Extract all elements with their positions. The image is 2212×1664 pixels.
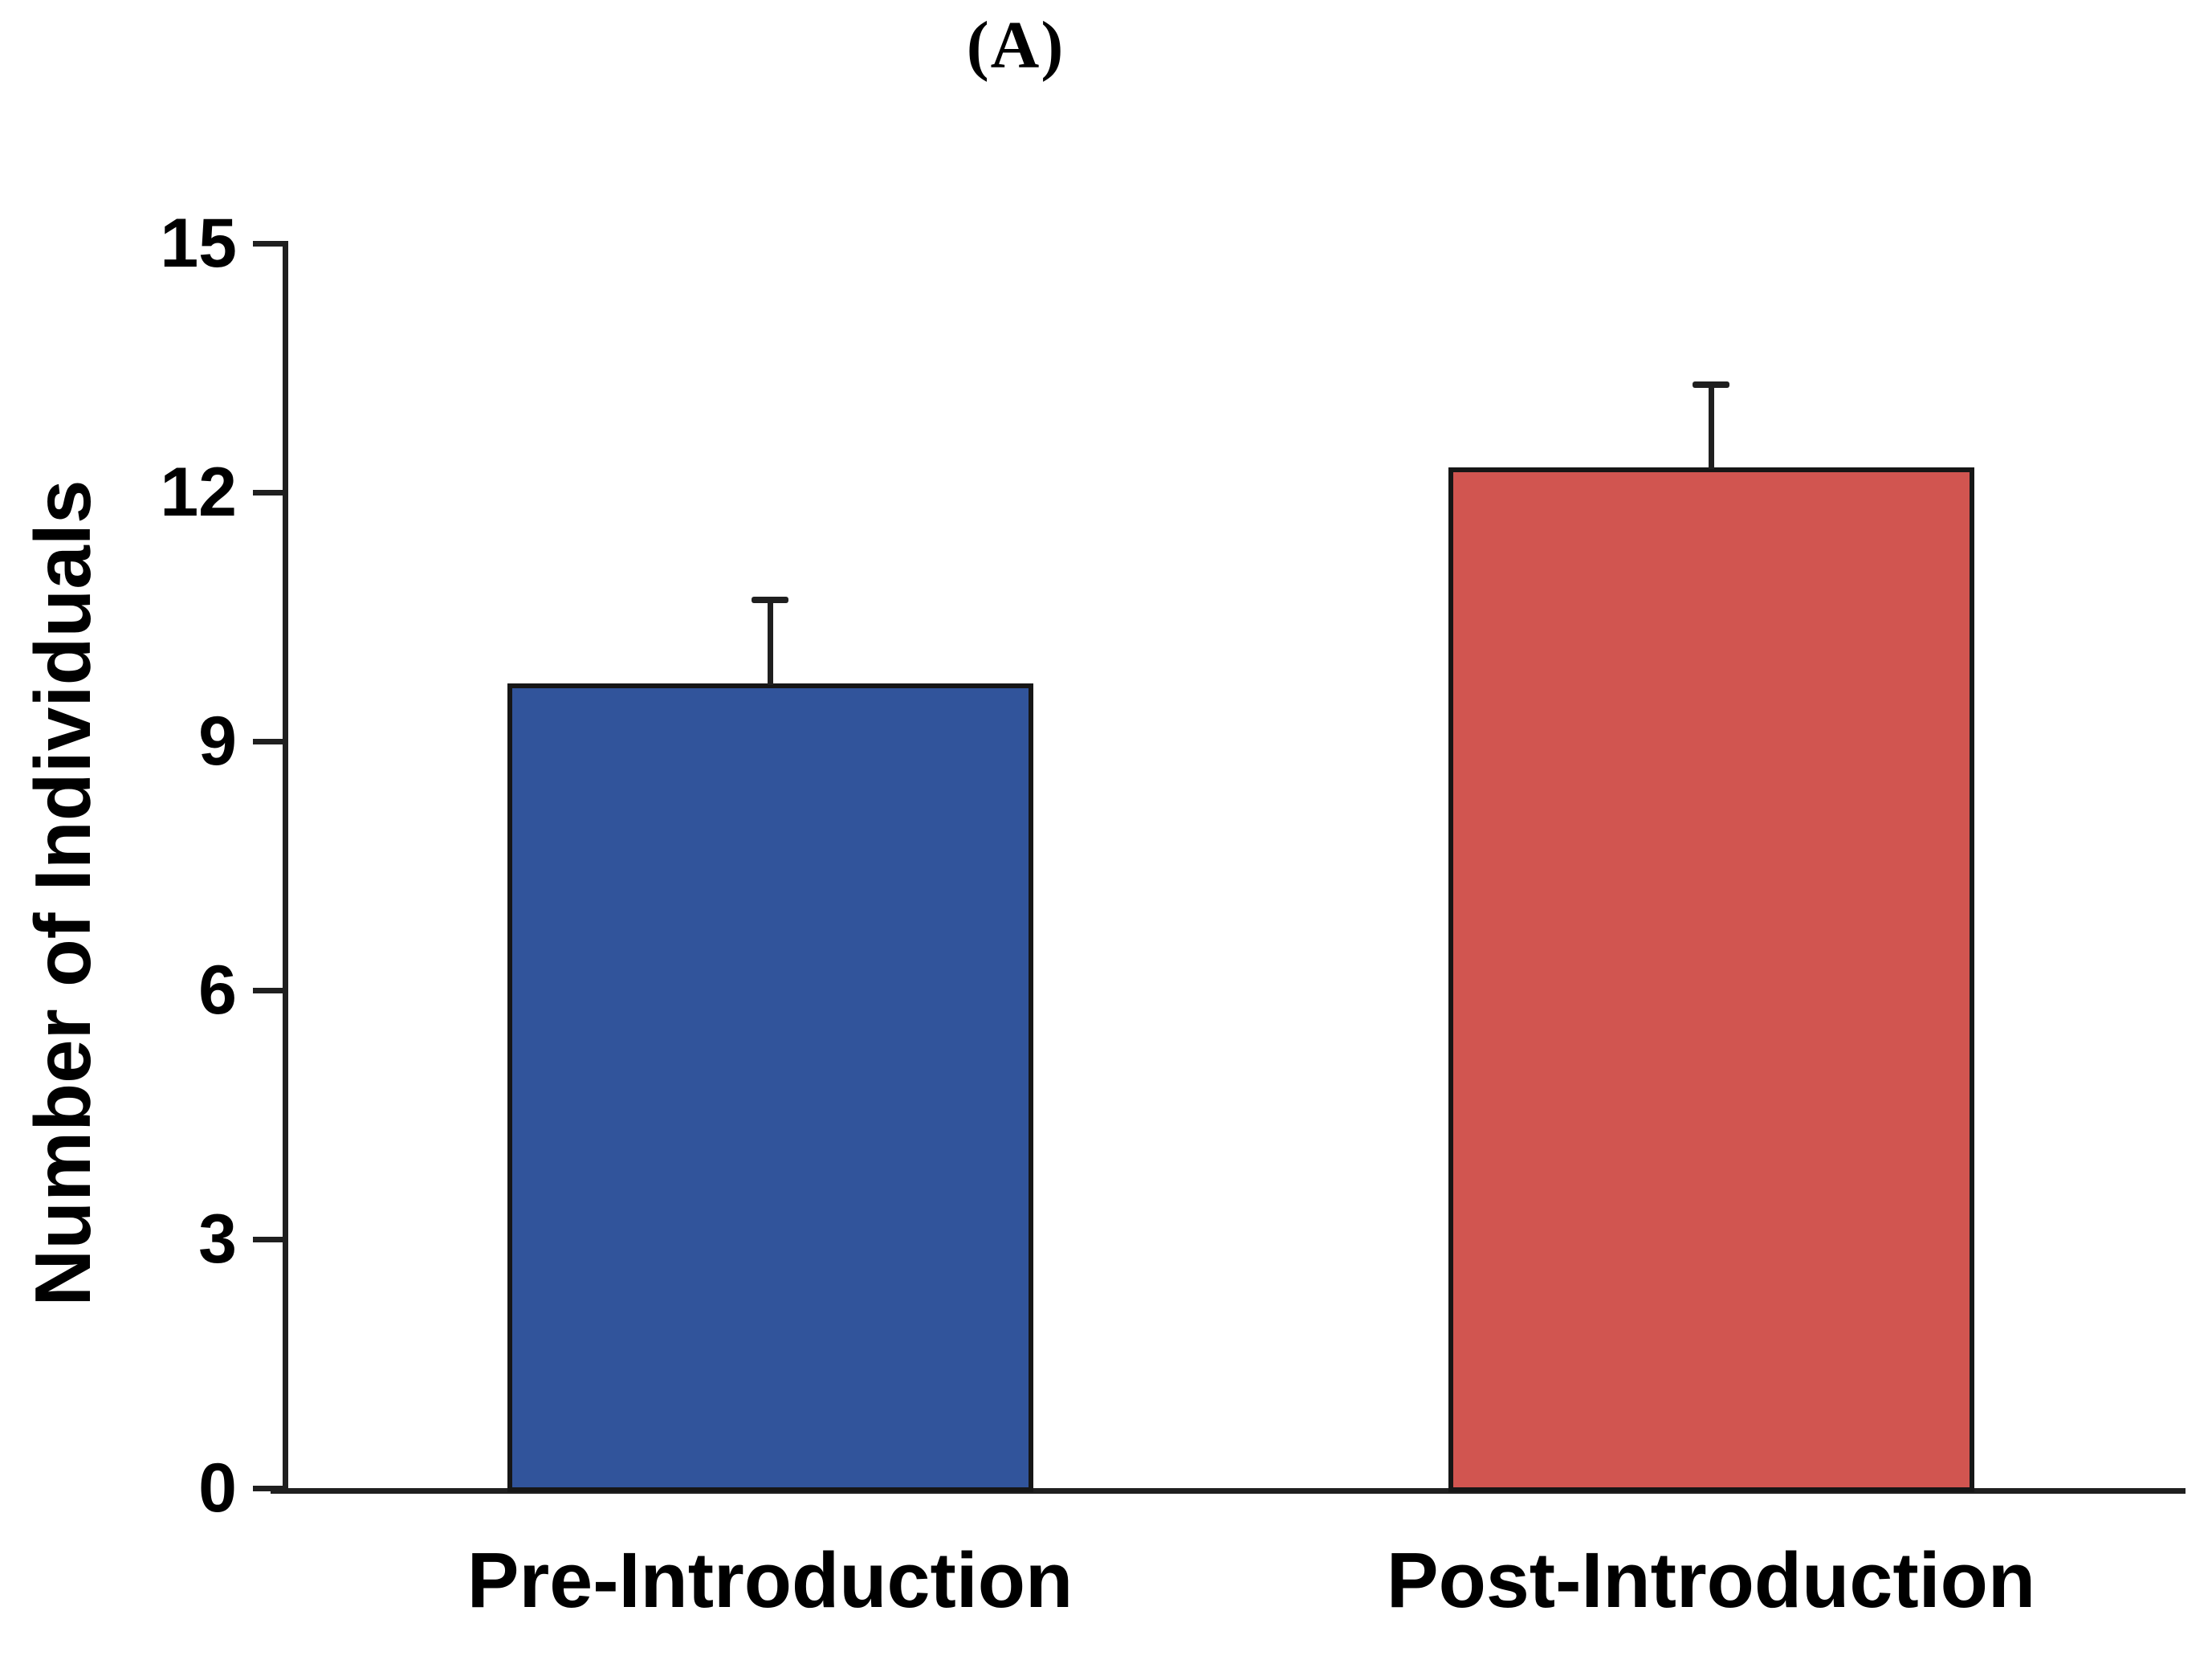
x-axis-line bbox=[271, 1488, 2186, 1494]
y-tick-label-3: 3 bbox=[198, 1201, 237, 1278]
y-tick-12 bbox=[253, 490, 285, 496]
y-tick-6 bbox=[253, 988, 285, 993]
y-tick-label-6: 6 bbox=[198, 952, 237, 1029]
y-tick-3 bbox=[253, 1237, 285, 1242]
bar-pre-introduction bbox=[507, 683, 1033, 1492]
error-bar-stem-post-introduction bbox=[1709, 384, 1714, 469]
y-axis-line bbox=[283, 241, 288, 1494]
y-tick-label-0: 0 bbox=[198, 1450, 237, 1527]
x-category-label-pre-introduction: Pre-Introduction bbox=[466, 1536, 1073, 1624]
error-bar-cap-post-introduction bbox=[1693, 381, 1729, 388]
error-bar-stem-pre-introduction bbox=[768, 600, 773, 685]
bar-post-introduction bbox=[1448, 467, 1974, 1492]
y-tick-label-9: 9 bbox=[198, 703, 237, 780]
y-tick-0 bbox=[253, 1486, 285, 1491]
error-bar-cap-pre-introduction bbox=[752, 597, 788, 604]
y-tick-label-15: 15 bbox=[160, 205, 237, 282]
y-tick-15 bbox=[253, 241, 285, 247]
x-category-label-post-introduction: Post-Introduction bbox=[1386, 1536, 2036, 1624]
panel-label: (A) bbox=[966, 8, 1065, 83]
y-tick-label-12: 12 bbox=[160, 454, 237, 531]
y-tick-9 bbox=[253, 739, 285, 744]
